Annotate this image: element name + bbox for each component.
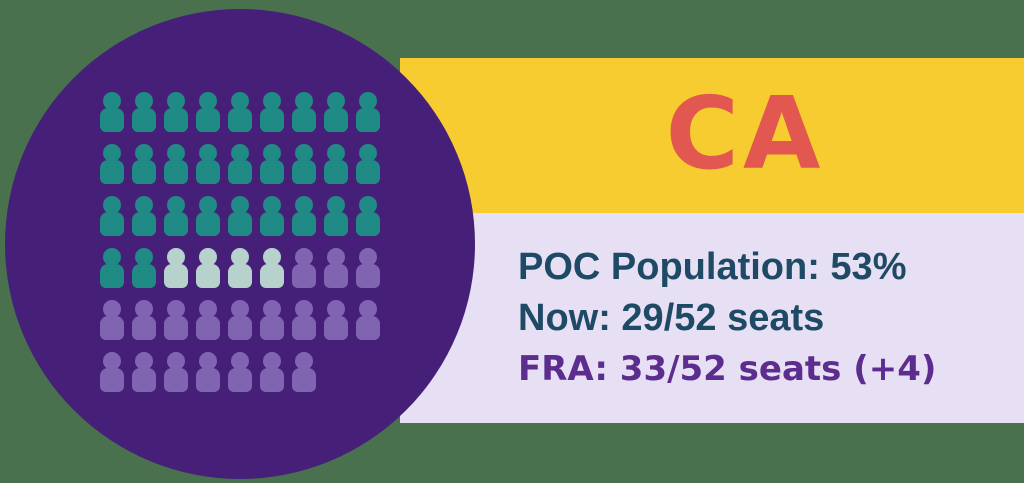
person-icon: [228, 352, 252, 392]
waffle-row: [100, 352, 380, 392]
person-icon: [260, 92, 284, 132]
person-icon: [196, 144, 220, 184]
person-icon: [132, 92, 156, 132]
person-icon: [292, 300, 316, 340]
person-icon: [164, 144, 188, 184]
person-icon: [356, 300, 380, 340]
stat-fra-seats: FRA: 33/52 seats (+4): [518, 348, 937, 389]
person-icon: [228, 196, 252, 236]
person-icon: [132, 196, 156, 236]
waffle-row: [100, 248, 380, 288]
person-icon: [292, 352, 316, 392]
person-icon: [196, 248, 220, 288]
person-icon: [196, 196, 220, 236]
person-icon: [356, 248, 380, 288]
person-icon: [228, 248, 252, 288]
person-icon: [100, 300, 124, 340]
waffle-chart: [100, 92, 380, 392]
person-icon: [292, 144, 316, 184]
state-banner: CA: [400, 58, 1024, 213]
stat-now-seats: Now: 29/52 seats: [518, 296, 825, 339]
person-icon: [324, 196, 348, 236]
person-icon: [100, 352, 124, 392]
person-icon: [260, 144, 284, 184]
person-icon: [292, 196, 316, 236]
person-icon: [260, 352, 284, 392]
person-icon: [292, 248, 316, 288]
person-icon: [132, 248, 156, 288]
person-icon: [260, 300, 284, 340]
person-icon: [164, 352, 188, 392]
person-icon: [100, 196, 124, 236]
person-icon: [100, 92, 124, 132]
waffle-row: [100, 196, 380, 236]
person-icon: [164, 300, 188, 340]
person-icon: [356, 144, 380, 184]
person-icon: [292, 92, 316, 132]
person-icon: [164, 92, 188, 132]
stats-panel: POC Population: 53% Now: 29/52 seats FRA…: [400, 213, 1024, 423]
waffle-row: [100, 300, 380, 340]
person-icon: [324, 248, 348, 288]
person-icon: [132, 144, 156, 184]
person-icon: [164, 196, 188, 236]
waffle-background-circle: [5, 9, 475, 479]
person-icon: [196, 352, 220, 392]
person-icon: [260, 248, 284, 288]
stat-poc-population: POC Population: 53%: [518, 245, 907, 288]
person-icon: [196, 300, 220, 340]
person-icon: [356, 196, 380, 236]
person-icon: [228, 144, 252, 184]
person-icon: [132, 300, 156, 340]
person-icon: [324, 92, 348, 132]
state-label-container: CA: [466, 58, 1024, 213]
person-icon: [196, 92, 220, 132]
person-icon: [100, 144, 124, 184]
waffle-row: [100, 144, 380, 184]
state-label: CA: [665, 74, 825, 192]
person-icon: [356, 92, 380, 132]
person-icon: [260, 196, 284, 236]
person-icon: [324, 300, 348, 340]
person-icon: [228, 92, 252, 132]
person-icon: [324, 144, 348, 184]
person-icon: [132, 352, 156, 392]
person-icon: [228, 300, 252, 340]
waffle-row: [100, 92, 380, 132]
person-icon: [100, 248, 124, 288]
person-icon: [164, 248, 188, 288]
